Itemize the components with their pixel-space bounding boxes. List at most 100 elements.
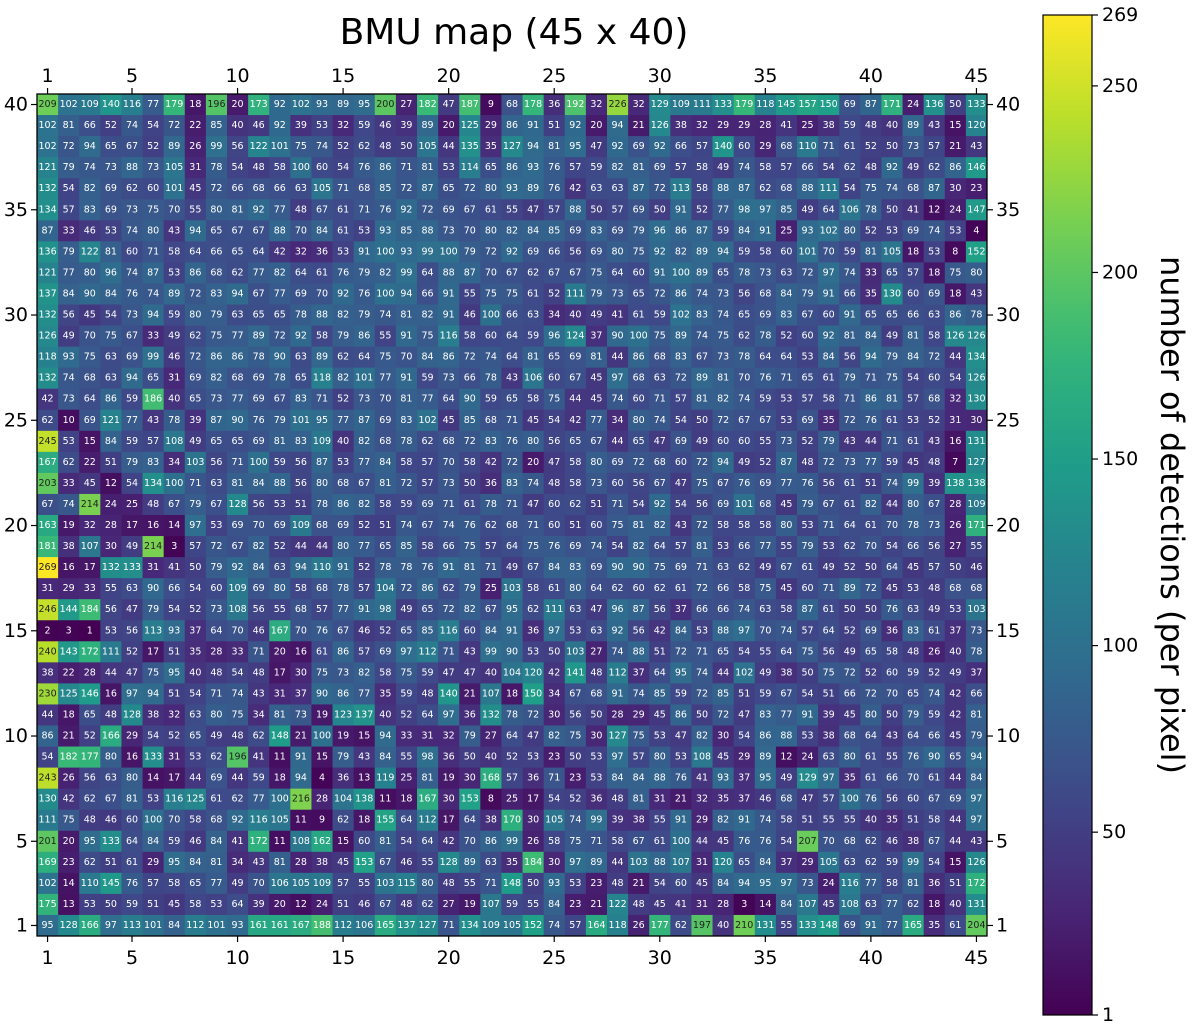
cell-value-label: 76 xyxy=(126,288,138,299)
cell-value-label: 66 xyxy=(928,731,940,742)
heatmap-cell xyxy=(417,115,439,137)
cell-value-label: 55 xyxy=(379,331,391,342)
cell-value-label: 45 xyxy=(590,394,602,405)
heatmap-cell xyxy=(923,136,946,158)
cell-value-label: 66 xyxy=(844,288,856,299)
y-tick-label-right: 10 xyxy=(996,725,1020,747)
cell-value-label: 51 xyxy=(168,688,180,699)
heatmap-cell xyxy=(543,178,566,200)
cell-value-label: 68 xyxy=(780,183,792,194)
heatmap-cell xyxy=(733,115,756,137)
cell-value-label: 60 xyxy=(738,436,750,447)
cell-value-label: 96 xyxy=(612,604,624,615)
cell-value-label: 99 xyxy=(907,478,919,489)
cell-value-label: 75 xyxy=(147,204,159,215)
cell-value-label: 79 xyxy=(886,352,898,363)
cell-value-label: 74 xyxy=(63,499,75,510)
cell-value-label: 46 xyxy=(105,815,117,826)
cell-value-label: 68 xyxy=(379,436,391,447)
cell-value-label: 60 xyxy=(823,310,835,321)
cell-value-label: 61 xyxy=(548,583,560,594)
cell-value-label: 67 xyxy=(232,225,244,236)
cell-value-label: 36 xyxy=(464,709,476,720)
cell-value-label: 129 xyxy=(651,99,669,110)
heatmap-cell xyxy=(417,199,439,221)
cell-value-label: 26 xyxy=(527,836,539,847)
cell-value-label: 73 xyxy=(443,478,455,489)
cell-value-label: 162 xyxy=(313,836,331,847)
cell-value-label: 50 xyxy=(865,562,877,573)
cell-value-label: 40 xyxy=(485,752,497,763)
cell-value-label: 42 xyxy=(654,625,666,636)
cell-value-label: 78 xyxy=(210,162,222,173)
cell-value-label: 62 xyxy=(337,815,349,826)
cell-value-label: 67 xyxy=(590,436,602,447)
cell-value-label: 33 xyxy=(63,478,75,489)
cell-value-label: 88 xyxy=(274,225,286,236)
cell-value-label: 16 xyxy=(126,752,138,763)
cell-value-label: 56 xyxy=(696,499,708,510)
cell-value-label: 88 xyxy=(780,731,792,742)
cell-value-label: 80 xyxy=(147,225,159,236)
cell-value-label: 45 xyxy=(654,899,666,910)
cell-value-label: 15 xyxy=(949,120,961,131)
cell-value-label: 109 xyxy=(292,520,310,531)
cell-value-label: 77 xyxy=(717,204,729,215)
cell-value-label: 62 xyxy=(738,331,750,342)
cell-value-label: 86 xyxy=(337,499,349,510)
x-tick-label-top: 35 xyxy=(753,65,777,87)
heatmap-cell xyxy=(818,157,840,179)
heatmap-cell xyxy=(248,220,270,242)
cell-value-label: 62 xyxy=(738,562,750,573)
cell-value-label: 48 xyxy=(928,457,940,468)
heatmap-cell xyxy=(142,94,165,116)
cell-value-label: 88 xyxy=(633,646,645,657)
heatmap-cell xyxy=(754,220,777,242)
cell-value-label: 29 xyxy=(738,120,750,131)
cell-value-label: 79 xyxy=(802,499,814,510)
cell-value-label: 62 xyxy=(928,162,940,173)
cell-value-label: 103 xyxy=(967,604,985,615)
cell-value-label: 81 xyxy=(696,394,708,405)
cell-value-label: 55 xyxy=(654,815,666,826)
cell-value-label: 100 xyxy=(630,331,648,342)
cell-value-label: 65 xyxy=(949,752,961,763)
cell-value-label: 37 xyxy=(738,794,750,805)
cell-value-label: 73 xyxy=(126,204,138,215)
cell-value-label: 60 xyxy=(126,246,138,257)
heatmap-cell xyxy=(311,94,333,116)
cell-value-label: 74 xyxy=(738,162,750,173)
cell-value-label: 71 xyxy=(506,415,518,426)
cell-value-label: 58 xyxy=(823,394,835,405)
cell-value-label: 63 xyxy=(865,899,877,910)
heatmap-cell xyxy=(374,115,397,137)
cell-value-label: 45 xyxy=(527,415,539,426)
x-tick-label-top: 25 xyxy=(542,65,566,87)
cell-value-label: 64 xyxy=(780,352,792,363)
cell-value-label: 30 xyxy=(548,709,560,720)
cell-value-label: 77 xyxy=(358,688,370,699)
cell-value-label: 86 xyxy=(189,267,201,278)
cell-value-label: 177 xyxy=(81,752,99,763)
cell-value-label: 49 xyxy=(802,204,814,215)
cell-value-label: 45 xyxy=(654,709,666,720)
cell-value-label: 65 xyxy=(443,183,455,194)
cell-value-label: 59 xyxy=(168,836,180,847)
cell-value-label: 90 xyxy=(274,352,286,363)
cell-value-label: 18 xyxy=(400,794,412,805)
cell-value-label: 46 xyxy=(253,625,265,636)
x-tick-label-top: 45 xyxy=(964,65,988,87)
cell-value-label: 38 xyxy=(485,815,497,826)
cell-value-label: 76 xyxy=(802,478,814,489)
cell-value-label: 60 xyxy=(548,499,560,510)
cell-value-label: 97 xyxy=(823,773,835,784)
cell-value-label: 68 xyxy=(590,688,602,699)
cell-value-label: 70 xyxy=(253,520,265,531)
cell-value-label: 67 xyxy=(316,204,328,215)
cell-value-label: 33 xyxy=(232,646,244,657)
cell-value-label: 72 xyxy=(443,604,455,615)
cell-value-label: 43 xyxy=(147,415,159,426)
heatmap-cell xyxy=(649,115,671,137)
cell-value-label: 72 xyxy=(865,688,877,699)
heatmap-cell xyxy=(79,241,101,263)
